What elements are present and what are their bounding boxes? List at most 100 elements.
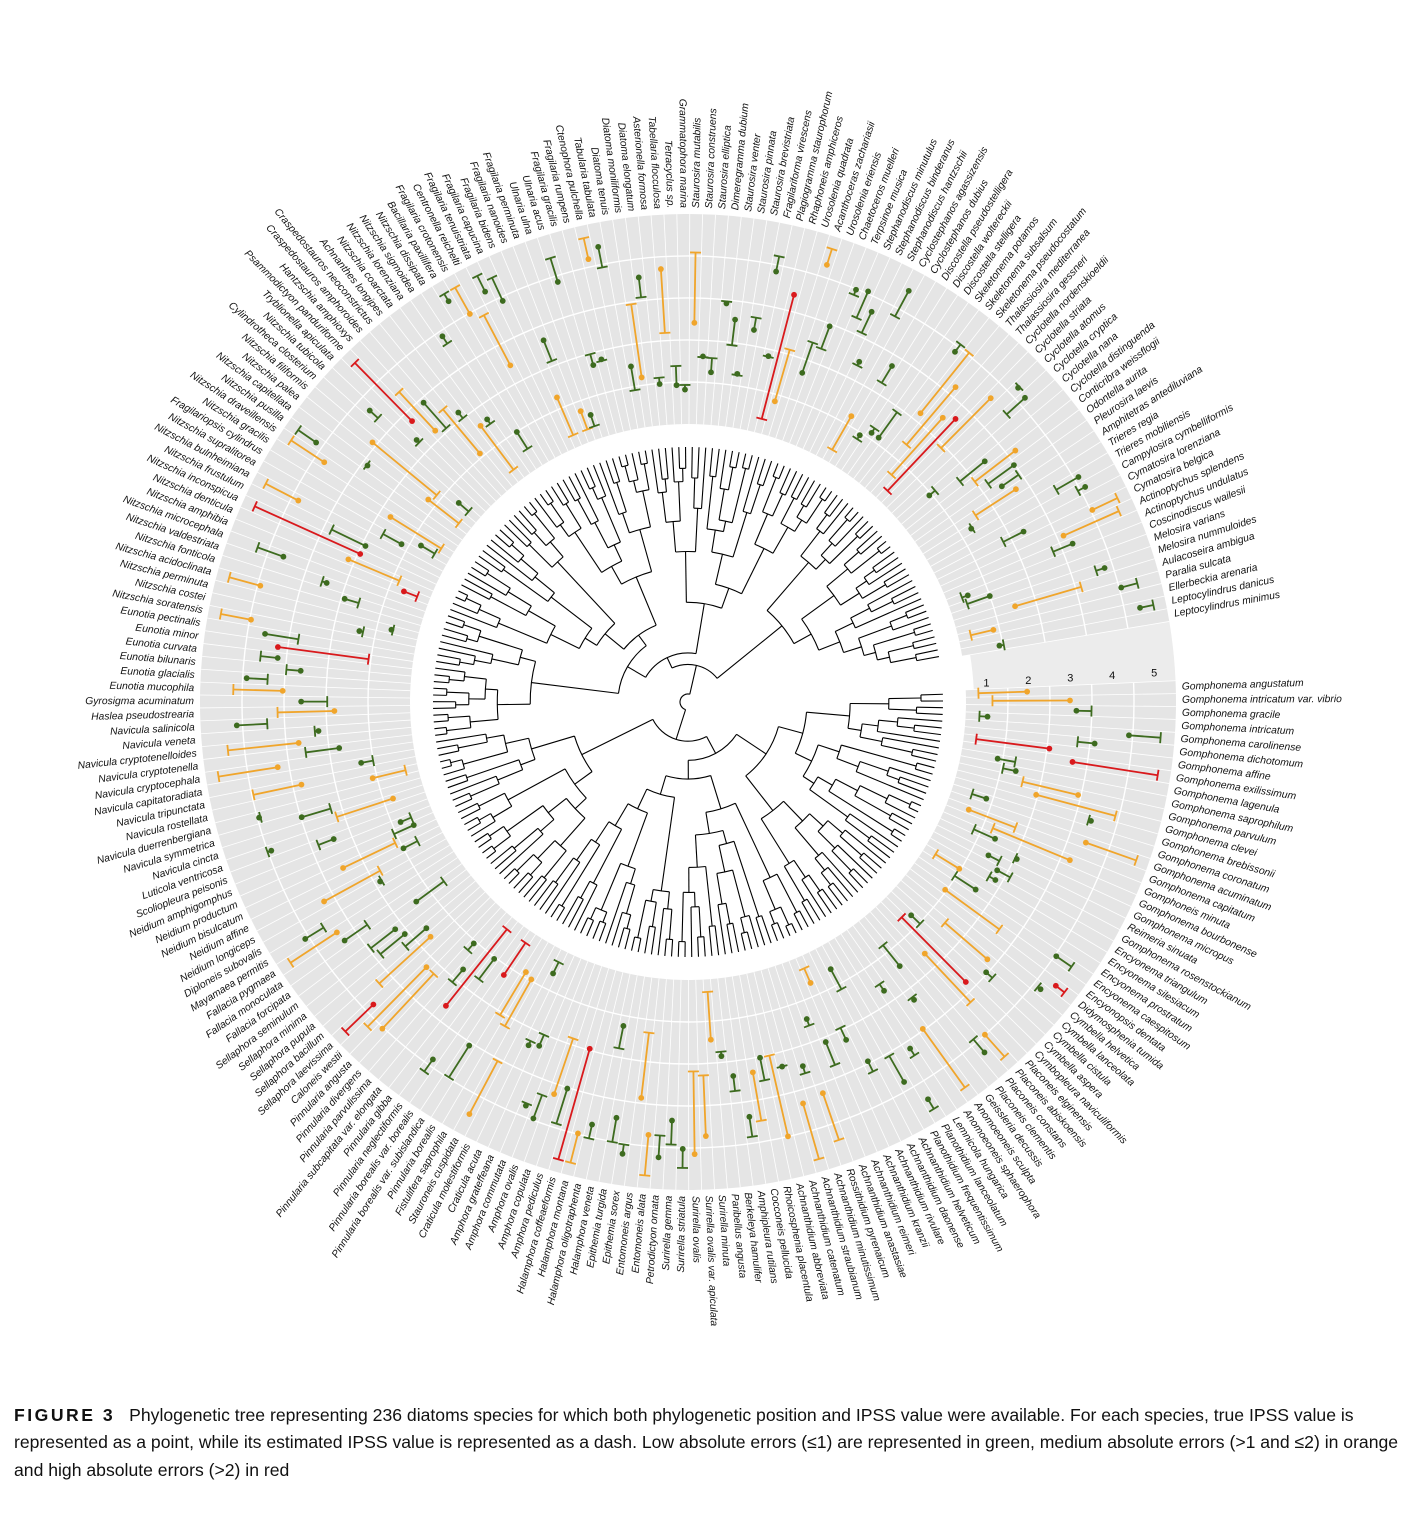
tree-branch — [899, 776, 929, 788]
estimated-ipss-dash — [1060, 987, 1069, 998]
tree-branch — [624, 454, 629, 466]
tree-branch — [855, 771, 924, 801]
tree-branch — [733, 841, 760, 917]
tree-branch — [470, 783, 500, 797]
true-ipss-point — [1060, 532, 1067, 539]
tree-branch — [520, 758, 536, 766]
true-ipss-point — [996, 642, 1003, 649]
estimated-ipss-dash — [439, 290, 450, 298]
tree-branch — [551, 486, 564, 506]
tree-branch — [637, 900, 647, 938]
tree-branch — [837, 844, 873, 879]
tree-branch — [436, 660, 460, 666]
tree-branch — [443, 768, 465, 776]
tree-arc — [824, 512, 830, 517]
tree-arc — [488, 593, 493, 600]
estimated-ipss-dash — [414, 835, 421, 847]
estimated-ipss-dash — [996, 855, 1003, 867]
true-ipss-point — [669, 1117, 675, 1124]
species-divider — [739, 222, 780, 430]
tree-branch — [800, 530, 821, 557]
tree-branch — [915, 768, 933, 775]
tree-branch — [822, 503, 849, 535]
true-ipss-point — [926, 492, 933, 499]
tree-branch — [732, 512, 748, 558]
true-ipss-point — [819, 1090, 826, 1097]
tree-arc — [622, 911, 631, 916]
true-ipss-point — [413, 898, 420, 905]
tree-branch — [434, 674, 450, 677]
tree-arc — [517, 555, 525, 563]
tree-arc — [717, 902, 727, 906]
tree-branch — [574, 771, 593, 785]
error-segment — [290, 931, 338, 964]
species-divider — [250, 825, 440, 920]
tree-branch — [847, 727, 862, 732]
species-label: Petrodictyon ornata — [645, 1194, 662, 1284]
species-label: Eunotia glacialis — [120, 666, 195, 681]
estimated-ipss-dash — [867, 1068, 879, 1075]
tree-branch — [565, 503, 582, 529]
species-divider — [965, 711, 1176, 720]
tree-branch — [638, 451, 642, 465]
estimated-ipss-dash — [285, 664, 288, 676]
tree-arc — [621, 464, 629, 468]
tree-branch — [920, 693, 943, 696]
ring-gridline — [325, 339, 1051, 1065]
true-ipss-point — [298, 698, 305, 705]
tree-branch — [809, 813, 824, 827]
true-ipss-point — [1046, 745, 1053, 752]
ring-band — [199, 213, 1177, 1190]
tree-branch — [834, 516, 864, 547]
tree-branch — [574, 473, 599, 521]
tree-branch — [734, 803, 771, 878]
tree-branch — [886, 774, 900, 781]
true-ipss-point — [564, 1085, 571, 1092]
tree-arc — [800, 503, 807, 508]
true-ipss-point — [377, 878, 384, 885]
estimated-ipss-dash — [984, 478, 993, 489]
tree-arc — [814, 851, 823, 859]
error-segment — [290, 439, 325, 463]
error-segment — [759, 1057, 766, 1081]
estimated-ipss-dash — [401, 941, 410, 952]
error-segment — [218, 766, 278, 778]
tree-branch — [651, 902, 657, 927]
species-divider — [209, 604, 416, 648]
species-divider — [809, 263, 902, 453]
error-segment — [304, 926, 324, 940]
species-divider — [637, 216, 661, 426]
tree-branch — [732, 923, 740, 953]
ipss-marks — [216, 236, 1162, 1177]
tree-branch — [592, 464, 607, 497]
tree-branch — [439, 758, 451, 763]
tree-branch — [556, 482, 570, 503]
tree-branch — [664, 478, 667, 492]
species-divider — [846, 929, 968, 1103]
true-ipss-point — [525, 1042, 532, 1049]
species-label: Surirella ovalis — [690, 1196, 702, 1263]
true-ipss-point — [482, 288, 489, 295]
error-segment — [997, 757, 1016, 763]
species-divider — [201, 719, 411, 735]
species-label: Tetracyclus sp. — [662, 140, 675, 209]
estimated-ipss-dash — [1114, 492, 1121, 504]
tree-branch — [755, 917, 766, 946]
estimated-ipss-dash — [396, 575, 403, 587]
true-ipss-point — [822, 1039, 829, 1045]
estimated-ipss-dash — [1151, 599, 1156, 611]
estimated-ipss-dash — [522, 445, 533, 453]
tree-arc — [709, 475, 716, 478]
tree-branch — [547, 797, 567, 814]
tree-arc — [503, 734, 509, 753]
species-divider — [875, 906, 1019, 1063]
error-segment — [822, 1092, 840, 1141]
tree-branch — [491, 658, 519, 666]
tree-branch — [486, 734, 504, 739]
estimated-ipss-dash — [218, 608, 223, 620]
species-divider — [245, 818, 437, 909]
estimated-ipss-dash — [334, 811, 340, 823]
species-divider — [306, 875, 471, 1007]
estimated-ipss-dash — [959, 592, 965, 604]
tree-branch — [835, 778, 858, 792]
